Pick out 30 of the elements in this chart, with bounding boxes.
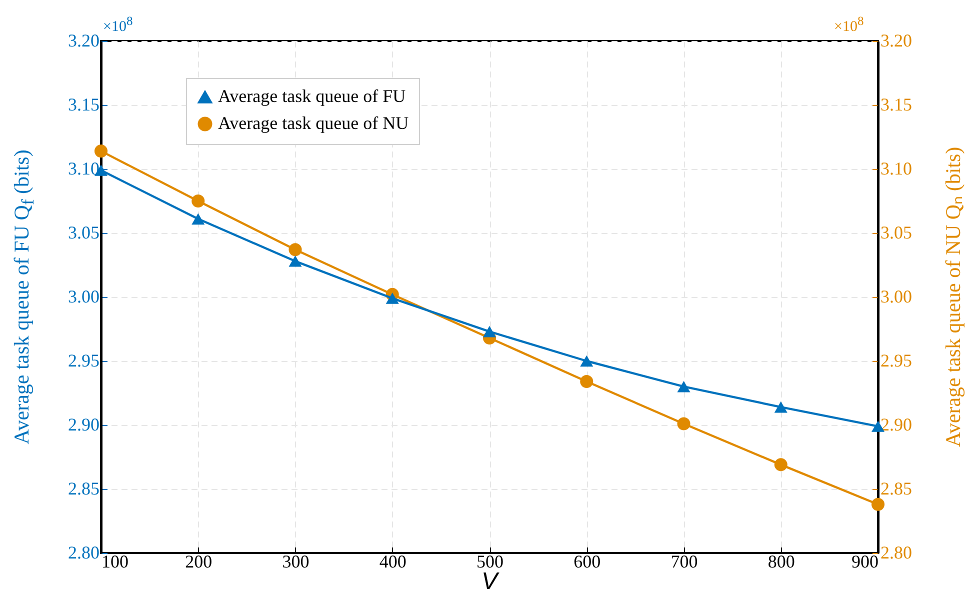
legend-label: Average task queue of FU bbox=[218, 86, 406, 106]
y2-tick-label: 2.80 bbox=[880, 542, 912, 562]
y2-axis-title: Average task queue of NU Qₙ (bits) bbox=[940, 146, 966, 448]
x-tick-label: 800 bbox=[768, 552, 795, 572]
y2-tick-label: 3.10 bbox=[880, 158, 912, 178]
y2-tick-label: 3.15 bbox=[880, 94, 912, 114]
y2-tick-label: 2.90 bbox=[880, 414, 912, 434]
y-tick-label: 2.80 bbox=[68, 542, 100, 562]
x-tick-label: 300 bbox=[282, 552, 310, 572]
y-tick-label: 3.15 bbox=[68, 94, 100, 114]
x-tick-label: 400 bbox=[379, 552, 406, 572]
x-tick-label: 700 bbox=[670, 552, 698, 572]
y2-tick-label: 3.05 bbox=[880, 222, 912, 242]
y-tick-label: 2.85 bbox=[68, 478, 100, 498]
x-tick-label: 600 bbox=[574, 552, 601, 572]
y-tick-label: 2.95 bbox=[68, 350, 100, 370]
y2-tick-label: 2.95 bbox=[880, 350, 912, 370]
text: ×10$^{8}$ bbox=[103, 14, 133, 36]
x-tick-label: 100 bbox=[102, 552, 128, 572]
legend-label: Average task queue of NU bbox=[218, 113, 409, 133]
y2-tick-label: 3.20 bbox=[880, 30, 912, 50]
y-tick-label: 3.05 bbox=[68, 222, 100, 242]
y-tick-label: 3.20 bbox=[68, 30, 100, 50]
y-tick-label: 2.90 bbox=[68, 414, 100, 434]
x-tick-label: 200 bbox=[185, 552, 212, 572]
text: ×10$^{8}$ bbox=[834, 14, 864, 36]
y-tick-label: 3.00 bbox=[68, 286, 100, 306]
y2-tick-label: 2.85 bbox=[880, 478, 912, 498]
x-tick-label: 900 bbox=[852, 552, 878, 572]
y2-tick-label: 3.00 bbox=[880, 286, 912, 306]
